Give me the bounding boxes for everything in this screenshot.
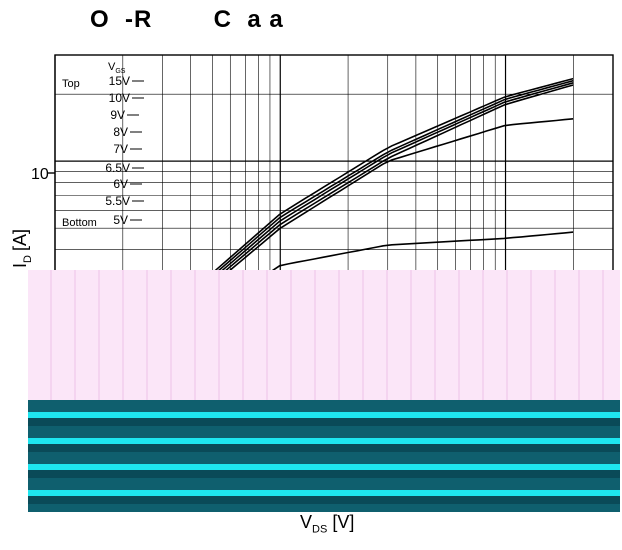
y-tick-label: 10 bbox=[31, 166, 49, 183]
legend-entry-10V: 10V bbox=[109, 91, 130, 105]
y-axis-label-unit: [A] bbox=[10, 229, 30, 251]
legend-entry-7V: 7V bbox=[113, 142, 128, 156]
legend-header-sub: GS bbox=[115, 68, 125, 75]
x-axis-label: VDS [V] bbox=[300, 512, 354, 536]
image-artifact-band-pink bbox=[28, 270, 620, 400]
legend-top-word: Top bbox=[62, 78, 80, 90]
legend-entry-8V: 8V bbox=[113, 125, 128, 139]
chart-title: O -R C a a bbox=[90, 6, 284, 33]
y-axis-label-sub: D bbox=[22, 255, 34, 263]
legend-entry-5V: 5V bbox=[113, 213, 128, 227]
y-axis-label: ID [A] bbox=[2, 198, 42, 278]
x-axis-label-unit: [V] bbox=[332, 512, 355, 532]
svg-text:ID[A]: ID [A] bbox=[10, 229, 34, 268]
legend-entry-6V: 6V bbox=[113, 177, 128, 191]
legend-entry-9V: 9V bbox=[110, 108, 125, 122]
legend-entry-6_5V: 6.5V bbox=[105, 161, 130, 175]
x-axis-label-main: V bbox=[300, 512, 313, 532]
legend-header: VGS bbox=[108, 61, 126, 75]
y-axis-label-main: I bbox=[10, 263, 30, 268]
legend-entry-5_5V: 5.5V bbox=[105, 194, 130, 208]
legend-bottom-word: Bottom bbox=[62, 217, 97, 229]
x-axis-label-sub: DS bbox=[312, 523, 328, 536]
image-artifact-band-teal bbox=[28, 400, 620, 512]
legend-entry-15V: 15V bbox=[109, 74, 130, 88]
